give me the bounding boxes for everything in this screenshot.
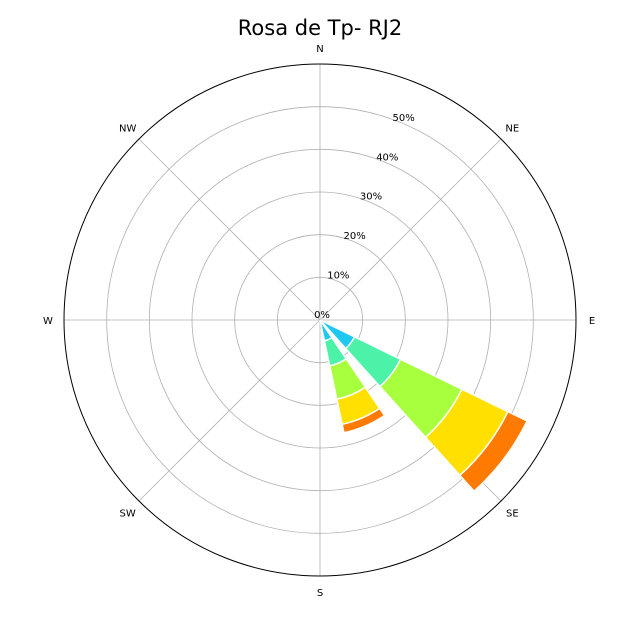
- direction-label-s: S: [317, 588, 323, 599]
- radial-tick-label: 20%: [344, 231, 366, 242]
- grid-spoke: [138, 138, 321, 321]
- direction-label-n: N: [316, 44, 323, 55]
- direction-label-e: E: [589, 316, 595, 327]
- radial-tick-label: 10%: [327, 271, 349, 282]
- rose-bar: [458, 410, 529, 493]
- direction-label-sw: SW: [120, 508, 136, 519]
- chart-title: Rosa de Tp- RJ2: [237, 16, 403, 40]
- direction-label-ne: NE: [505, 124, 519, 135]
- grid-spoke: [138, 319, 321, 502]
- rose-bar: [341, 407, 386, 434]
- direction-label-w: W: [43, 316, 53, 327]
- radial-tick-label: 30%: [360, 192, 382, 203]
- radial-tick-label: 0%: [314, 310, 330, 321]
- outer-frame: [63, 63, 577, 577]
- direction-label-se: SE: [506, 508, 519, 519]
- direction-label-nw: NW: [119, 124, 136, 135]
- radial-tick-label: 50%: [393, 113, 415, 124]
- grid-spoke: [319, 138, 502, 321]
- radial-tick-label: 40%: [376, 152, 398, 163]
